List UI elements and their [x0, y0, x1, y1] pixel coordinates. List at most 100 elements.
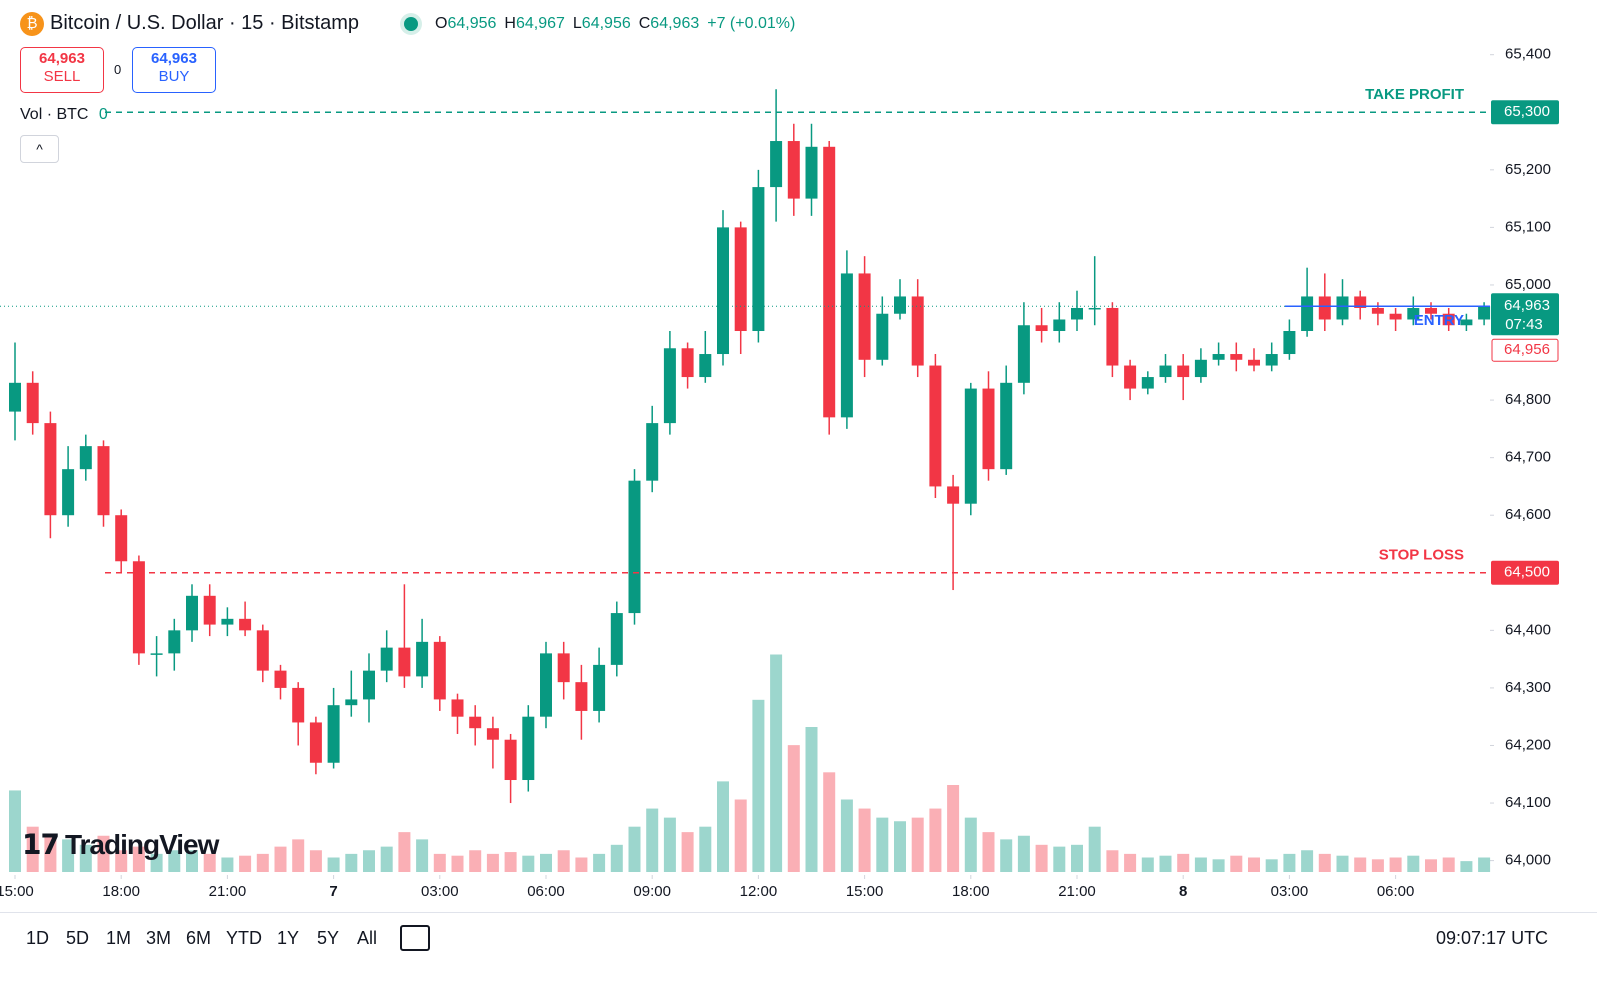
candle-body [186, 595, 198, 631]
range-button[interactable]: 1M [106, 928, 132, 948]
y-tick-label: 65,400 [1505, 46, 1551, 63]
volume-bar [132, 846, 145, 872]
range-button[interactable]: 6M [186, 928, 212, 948]
volume-bar [1460, 861, 1473, 872]
volume-bar [876, 817, 889, 872]
candle-body [1371, 307, 1384, 314]
candle-body [486, 728, 499, 740]
y-tick-label: 64,700 [1505, 449, 1551, 466]
candle-body [1159, 365, 1172, 378]
volume-bar [734, 799, 747, 872]
x-tick-label: 12:00 [740, 883, 778, 900]
volume-bar [309, 850, 322, 872]
volume-bar [44, 835, 57, 872]
volume-bar [1124, 853, 1137, 872]
collapse-button[interactable]: ^ [20, 135, 59, 163]
volume-bar [522, 855, 535, 872]
candle-body [1248, 359, 1260, 366]
candle-body [1194, 359, 1207, 378]
volume-bar [1106, 850, 1119, 872]
symbol-title[interactable]: Bitcoin / U.S. Dollar · 15 · Bitstamp [50, 12, 359, 34]
candle-body [929, 365, 942, 487]
candle-body [717, 227, 729, 355]
candle-body [734, 227, 747, 332]
volume-bar [115, 850, 128, 872]
volume-bar [575, 857, 588, 872]
range-button[interactable]: 5Y [317, 928, 340, 948]
candle-body [1212, 354, 1225, 360]
volume-bar [1425, 859, 1437, 872]
date-range-icon[interactable] [400, 925, 430, 951]
volume-bar [79, 844, 92, 872]
volume-bar [1230, 855, 1243, 872]
buy-button[interactable]: 64,963 BUY [132, 47, 216, 93]
y-tick-label: 65,000 [1505, 276, 1551, 293]
candle-body [1000, 382, 1013, 470]
candle-body [911, 296, 924, 366]
ohlc-key: H [504, 15, 516, 32]
volume-bar [345, 853, 358, 872]
x-tick-label: 15:00 [0, 883, 34, 900]
volume-bar [787, 745, 800, 872]
ohlc-value: 64,956 [581, 15, 631, 32]
candle-body [1442, 313, 1455, 326]
volume-bar [646, 808, 659, 872]
y-tick-label: 64,100 [1505, 794, 1551, 811]
range-button[interactable]: 1D [26, 928, 50, 948]
range-button[interactable]: YTD [226, 928, 262, 948]
range-button[interactable]: All [357, 928, 378, 948]
volume-bar [1035, 844, 1048, 872]
candle-body [239, 618, 252, 631]
y-tick-label: 64,000 [1505, 852, 1551, 869]
level-tag [1491, 100, 1559, 125]
volume-bar [1354, 857, 1367, 872]
candle-body [380, 647, 393, 671]
volume-bar [274, 846, 287, 872]
volume-bar [911, 817, 924, 872]
candle-body [840, 273, 853, 418]
volume-label: Vol · BTC [20, 106, 89, 123]
volume-bar [1371, 859, 1384, 872]
y-tick-label: 64,200 [1505, 736, 1551, 753]
volume-legend: Vol · BTC 0 [20, 106, 108, 124]
candle-body [327, 705, 340, 763]
volume-bar [964, 817, 977, 872]
candle-body [9, 382, 21, 412]
volume-bar [1000, 839, 1013, 872]
volume-bar [62, 839, 75, 872]
candle-body [964, 388, 977, 504]
sell-button[interactable]: 64,963 SELL [20, 47, 104, 93]
candle-body [1460, 319, 1473, 326]
candle-body [1230, 354, 1243, 360]
ohlc-value: 64,967 [515, 15, 565, 32]
volume-bar [858, 808, 871, 872]
volume-bar [380, 846, 393, 872]
divider [0, 912, 1597, 913]
candle-body [168, 630, 181, 654]
range-button[interactable]: 1Y [277, 928, 300, 948]
candle-body [681, 348, 694, 378]
volume-bar [1407, 855, 1420, 872]
candle-body [1071, 307, 1083, 320]
range-button[interactable]: 3M [146, 928, 172, 948]
volume-bar [805, 727, 818, 872]
volume-value: 0 [98, 106, 108, 123]
volume-bar [1318, 853, 1331, 872]
volume-bar [416, 839, 429, 872]
candle-body [416, 641, 429, 677]
range-button[interactable]: 5D [66, 928, 90, 948]
volume-bar [1071, 844, 1083, 872]
x-tick-label: 21:00 [209, 883, 247, 900]
candle-body [805, 146, 818, 199]
volume-bar [752, 699, 765, 872]
volume-bar [486, 853, 499, 872]
candle-body [345, 699, 358, 706]
level-label: STOP LOSS [1379, 547, 1464, 564]
ohlc-legend: O64,956 H64,967 L64,956 C64,963 +7 (+0.01%) [435, 15, 795, 33]
logo: 𝟭𝟳 TradingView [22, 829, 219, 860]
volume-bar [327, 857, 340, 872]
candle-body [1265, 354, 1278, 366]
volume-bar [1389, 857, 1402, 872]
candle-body [646, 423, 659, 481]
